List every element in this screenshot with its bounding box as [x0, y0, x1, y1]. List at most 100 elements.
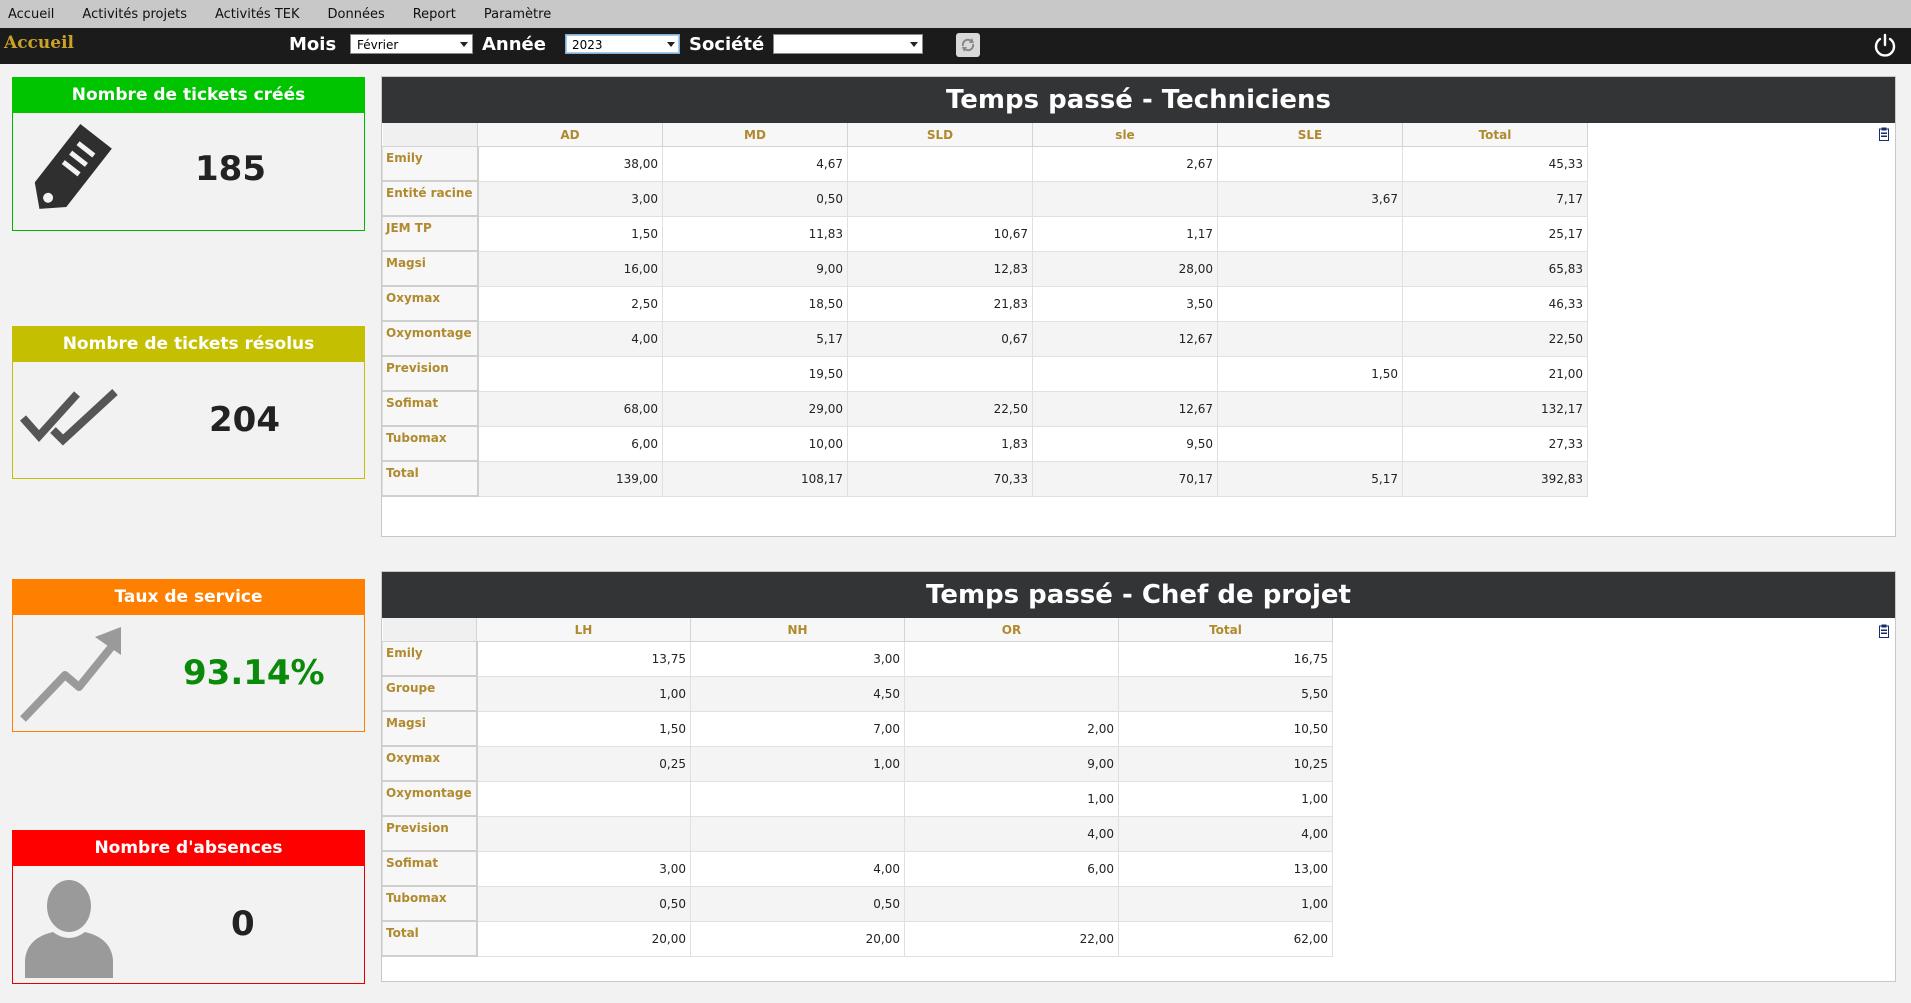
- kpi-body: 185: [12, 113, 365, 231]
- kpi-tickets-resolus: Nombre de tickets résolus 204: [12, 326, 365, 479]
- column-header[interactable]: OR: [904, 618, 1119, 642]
- kpi-title: Nombre de tickets créés: [12, 77, 365, 113]
- table-cell: 19,50: [662, 355, 848, 392]
- table-row: Total 20,00 20,00 22,00 62,00: [382, 920, 1333, 957]
- page-title[interactable]: Accueil: [4, 33, 74, 53]
- table-row: Sofimat 3,00 4,00 6,00 13,00: [382, 850, 1333, 887]
- table-cell: 22,00: [904, 920, 1119, 957]
- column-header[interactable]: LH: [476, 618, 691, 642]
- table-cell: [904, 641, 1119, 677]
- menu-item-activites-projets[interactable]: Activités projets: [82, 6, 187, 22]
- table-cell: 22,50: [847, 390, 1033, 427]
- table-row: Total 139,00 108,17 70,33 70,17 5,17 392,83: [382, 460, 1588, 497]
- table-row: Tubomax 0,50 0,50 1,00: [382, 885, 1333, 922]
- table-cell: 16,75: [1118, 641, 1333, 677]
- table-row: Oxymax 2,50 18,50 21,83 3,50 46,33: [382, 285, 1588, 322]
- table-cell: 70,33: [847, 460, 1033, 497]
- societe-label: Société: [689, 34, 765, 55]
- panel-title: Temps passé - Techniciens: [382, 77, 1895, 123]
- menu-item-parametre[interactable]: Paramètre: [483, 6, 552, 22]
- chevron-down-icon: [667, 42, 675, 47]
- refresh-icon: [961, 38, 975, 52]
- table-cell: 6,00: [904, 850, 1119, 887]
- table-cell: 0,50: [476, 885, 691, 922]
- table-row: Sofimat 68,00 29,00 22,50 12,67 132,17: [382, 390, 1588, 427]
- row-header: Oxymontage: [382, 780, 478, 817]
- row-header: Total: [382, 460, 479, 497]
- table-cell: 70,17: [1032, 460, 1218, 497]
- column-header[interactable]: Total: [1402, 123, 1588, 147]
- table-cell: 1,00: [1118, 780, 1333, 817]
- clipboard-icon[interactable]: [1879, 127, 1889, 141]
- row-header: Total: [382, 920, 478, 957]
- table-cell: 27,33: [1402, 425, 1588, 462]
- table-row: Oxymontage 4,00 5,17 0,67 12,67 22,50: [382, 320, 1588, 357]
- table-cell: 62,00: [1118, 920, 1333, 957]
- row-header: Oxymax: [382, 745, 478, 782]
- table-row: Magsi 1,50 7,00 2,00 10,50: [382, 710, 1333, 747]
- table-cell: 38,00: [477, 146, 663, 182]
- table-cell: 46,33: [1402, 285, 1588, 322]
- annee-select-value: 2023: [572, 38, 603, 52]
- menu-item-report[interactable]: Report: [412, 6, 456, 22]
- chef-projet-table: LH NH OR Total Emily 13,75 3,00 16,75 Groupe 1,0…: [382, 618, 1333, 957]
- table-row: Oxymax 0,25 1,00 9,00 10,25: [382, 745, 1333, 782]
- table-cell: 1,50: [1217, 355, 1403, 392]
- table-cell: 1,00: [1118, 885, 1333, 922]
- table-cell: 22,50: [1402, 320, 1588, 357]
- table-cell: 4,50: [690, 675, 905, 712]
- double-check-icon: [20, 389, 118, 446]
- person-icon: [25, 880, 113, 978]
- row-header: Oxymax: [382, 285, 479, 322]
- column-header[interactable]: MD: [662, 123, 848, 147]
- column-header[interactable]: NH: [690, 618, 905, 642]
- table-cell: [1217, 320, 1403, 357]
- table-cell: 16,00: [477, 250, 663, 287]
- refresh-button[interactable]: [956, 33, 980, 57]
- societe-select[interactable]: [773, 34, 923, 54]
- header-row: LH NH OR Total: [382, 618, 1333, 642]
- table-cell: 1,00: [690, 745, 905, 782]
- kpi-value: 185: [195, 149, 266, 189]
- column-header[interactable]: SLE: [1217, 123, 1403, 147]
- table-cell: [847, 146, 1033, 182]
- table-cell: 2,67: [1032, 146, 1218, 182]
- annee-select[interactable]: 2023: [565, 34, 680, 54]
- kpi-value: 0: [231, 904, 255, 944]
- table-cell: 7,17: [1402, 180, 1588, 217]
- table-row: Prevision 4,00 4,00: [382, 815, 1333, 852]
- table-cell: 9,50: [1032, 425, 1218, 462]
- table-cell: 28,00: [1032, 250, 1218, 287]
- row-header: Magsi: [382, 250, 479, 287]
- table-cell: 12,67: [1032, 320, 1218, 357]
- table-cell: 139,00: [477, 460, 663, 497]
- table-cell: 4,00: [477, 320, 663, 357]
- techniciens-table: AD MD SLD sle SLE Total Emily 38,00 4,67 2,67 45,…: [382, 123, 1588, 497]
- row-header: Prevision: [382, 815, 478, 852]
- menu-item-activites-tek[interactable]: Activités TEK: [215, 6, 300, 22]
- menu-item-accueil[interactable]: Accueil: [8, 6, 55, 22]
- table-cell: 1,83: [847, 425, 1033, 462]
- table-cell: 68,00: [477, 390, 663, 427]
- kpi-tickets-crees: Nombre de tickets créés 185: [12, 77, 365, 231]
- power-icon[interactable]: [1871, 32, 1899, 60]
- table-cell: 10,25: [1118, 745, 1333, 782]
- column-header[interactable]: sle: [1032, 123, 1218, 147]
- column-header[interactable]: SLD: [847, 123, 1033, 147]
- column-header[interactable]: AD: [477, 123, 663, 147]
- column-header[interactable]: Total: [1118, 618, 1333, 642]
- table-cell: 1,50: [477, 215, 663, 252]
- table-cell: [1217, 390, 1403, 427]
- annee-label: Année: [482, 34, 546, 55]
- table-row: Prevision 19,50 1,50 21,00: [382, 355, 1588, 392]
- mois-select[interactable]: Février: [350, 34, 473, 54]
- table-cell: 45,33: [1402, 146, 1588, 182]
- row-header: Groupe: [382, 675, 478, 712]
- table-cell: 3,50: [1032, 285, 1218, 322]
- kpi-body: 204: [12, 362, 365, 479]
- table-cell: [847, 355, 1033, 392]
- menu-item-donnees[interactable]: Données: [327, 6, 385, 22]
- table-cell: [1217, 285, 1403, 322]
- clipboard-icon[interactable]: [1879, 624, 1889, 638]
- table-cell: 65,83: [1402, 250, 1588, 287]
